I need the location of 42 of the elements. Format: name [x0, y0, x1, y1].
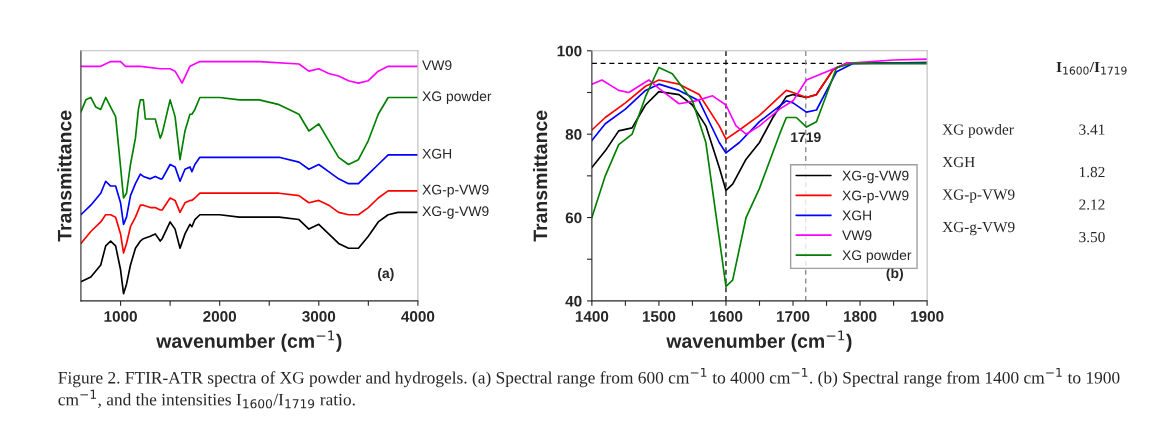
text: 1.82	[1079, 166, 1105, 178]
x-tick-label: 2000	[203, 311, 237, 322]
y-axis-title: Transmittance	[532, 110, 548, 242]
series-label: XG powder	[422, 91, 492, 104]
line-series	[591, 62, 928, 288]
legend-label: XG powder	[842, 249, 912, 263]
series-label: XGH	[422, 148, 452, 159]
text: I$_{1600}$/I$_{1719}$	[1056, 61, 1127, 75]
x-tick-label: 1600	[709, 311, 743, 322]
text: Figure 2. FTIR-ATR spectra of XG powder and hydrogels. (a) Spectral range from 600 cm$^{−1}$ to 4000 cm$^{−1}$. (b) Spectral range from 1400 cm$^{−1}$ to 1900 cm$^{−1}$, and the intensities I$_{1600}$/I$_{1719}$ ratio.	[58, 367, 1120, 409]
legend-label: XG-p-VW9	[842, 190, 909, 204]
annotation: (b)	[886, 267, 903, 281]
category-label: XG powder	[942, 123, 1014, 138]
series-label: XG-p-VW9	[422, 184, 489, 198]
legend-label: XGH	[842, 210, 871, 221]
y-tick-label: 100	[557, 45, 582, 57]
text: 2.12	[1079, 199, 1105, 210]
x-axis-title: wavenumber (cm$^{−1}$)	[156, 330, 342, 352]
annotation: 1719	[791, 132, 821, 143]
y-tick-label: 80	[565, 129, 582, 140]
x-tick-label: 1500	[642, 311, 676, 322]
legend-label: XG-g-VW9	[842, 170, 909, 184]
annotation: (a)	[378, 267, 394, 281]
y-axis-title: Transmittance	[57, 110, 72, 242]
text: 3.50	[1079, 231, 1105, 243]
category-label: XGH	[942, 156, 975, 168]
x-tick-label: 1700	[776, 311, 810, 322]
series-label: VW9	[422, 60, 452, 71]
x-axis-title: wavenumber (cm$^{−1}$)	[666, 330, 852, 352]
x-tick-label: 1800	[844, 311, 877, 322]
x-tick-label: 3000	[302, 311, 336, 322]
category-label: XG-g-VW9	[942, 221, 1015, 236]
text: 3.41	[1079, 124, 1105, 135]
y-tick-label: 40	[565, 295, 582, 307]
y-tick-label: 60	[565, 212, 582, 224]
x-tick-label: 4000	[401, 311, 435, 322]
x-tick-label: 1900	[911, 311, 944, 322]
series-label: XG-g-VW9	[422, 206, 489, 219]
category-label: XG-p-VW9	[942, 189, 1015, 203]
legend-label: VW9	[842, 230, 872, 241]
x-tick-label: 1400	[575, 311, 609, 322]
x-tick-label: 1000	[104, 311, 137, 322]
